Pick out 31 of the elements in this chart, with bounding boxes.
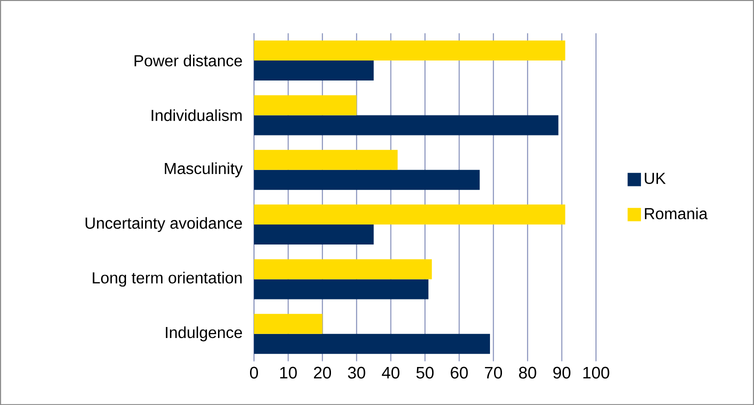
bar [254, 314, 322, 334]
x-tick-label: 30 [348, 366, 366, 379]
x-tick-label: 80 [519, 366, 536, 379]
bar [254, 40, 566, 60]
x-tick-label: 50 [416, 366, 434, 379]
y-tick-label: Indulgence [166, 326, 242, 342]
bar [254, 150, 398, 170]
x-tick-label: 10 [280, 366, 297, 379]
bar [254, 115, 558, 136]
x-tick-label: 60 [450, 366, 468, 379]
bar [254, 334, 490, 354]
bar [254, 170, 480, 190]
x-tick-label: 40 [382, 366, 400, 379]
bar [254, 95, 357, 116]
bar [254, 224, 374, 244]
x-tick-label: 0 [250, 366, 258, 379]
x-tick-label: 100 [583, 366, 610, 379]
y-tick-label: Long term orientation [92, 272, 242, 287]
bar [254, 60, 374, 80]
y-tick-label: Uncertainty avoidance [86, 216, 242, 232]
y-tick-label: Masculinity [164, 162, 243, 178]
x-tick-label: 70 [484, 366, 502, 379]
x-tick-label: 90 [553, 366, 570, 379]
bar [254, 279, 428, 300]
bar [254, 204, 566, 224]
legend-label: UK [644, 172, 666, 184]
legend-label: Romania [644, 207, 708, 220]
y-tick-label: Individualism [152, 109, 242, 121]
y-tick-label: Power distance [134, 54, 242, 66]
x-tick-label: 20 [314, 366, 332, 379]
bar [254, 259, 432, 280]
